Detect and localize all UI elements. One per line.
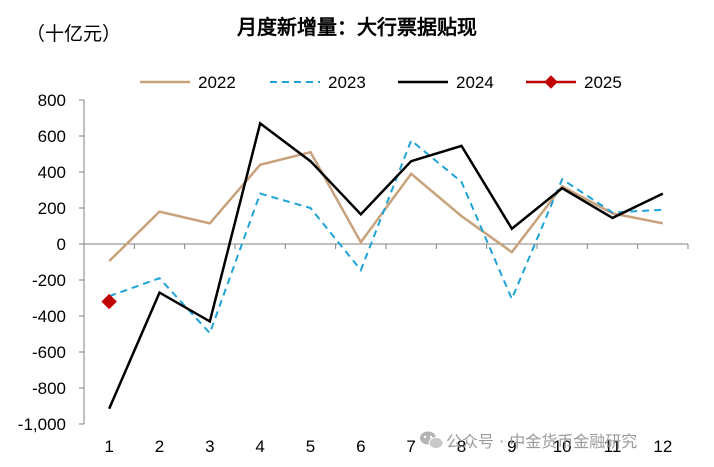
legend-label: 2024 <box>456 73 494 92</box>
series-2025-point <box>101 293 117 310</box>
x-tick-label: 7 <box>406 437 415 456</box>
series-2024-line <box>108 121 664 410</box>
y-tick-label: 0 <box>57 235 66 254</box>
watermark-text: 公众号 · 中金货币金融研究 <box>446 432 637 451</box>
legend-marker <box>544 75 558 89</box>
series-2023-line <box>108 138 663 335</box>
series-group <box>101 121 664 410</box>
y-tick-label: -600 <box>32 343 66 362</box>
x-tick-label: 9 <box>507 437 516 456</box>
unit-label: （十亿元） <box>26 23 121 45</box>
x-tick-label: 10 <box>553 437 572 456</box>
legend-item-2025: 2025 <box>526 73 622 92</box>
y-tick-label: 200 <box>38 199 66 218</box>
y-tick-label: -400 <box>32 307 66 326</box>
x-tick-label: 4 <box>255 437 264 456</box>
x-tick-label: 3 <box>205 437 214 456</box>
y-tick-label: 400 <box>38 163 66 182</box>
y-tick-label: 800 <box>38 91 66 110</box>
x-tick-label: 6 <box>356 437 365 456</box>
x-tick-label: 5 <box>306 437 315 456</box>
x-tick-label: 11 <box>604 437 622 456</box>
legend: 2022 2023 2024 2025 <box>140 73 622 92</box>
legend-label: 2022 <box>198 73 236 92</box>
y-tick-label: -200 <box>32 271 66 290</box>
legend-label: 2025 <box>584 73 622 92</box>
series-2022-line <box>108 150 664 262</box>
legend-label: 2023 <box>328 73 366 92</box>
legend-item-2024: 2024 <box>398 73 494 92</box>
chart-title: 月度新增量：大行票据贴现 <box>236 15 477 39</box>
watermark: 公众号 · 中金货币金融研究 <box>420 431 637 451</box>
legend-item-2022: 2022 <box>140 73 236 92</box>
legend-item-2023: 2023 <box>270 73 366 92</box>
y-tick-label: -800 <box>32 379 66 398</box>
x-tick-label: 2 <box>155 437 164 456</box>
x-tick-label: 12 <box>653 437 672 456</box>
wechat-icon <box>420 431 444 449</box>
x-tick-label: 8 <box>457 437 466 456</box>
y-tick-label: -1,000 <box>18 415 66 434</box>
x-tick-label: 1 <box>104 437 113 456</box>
y-tick-label: 600 <box>38 127 66 146</box>
